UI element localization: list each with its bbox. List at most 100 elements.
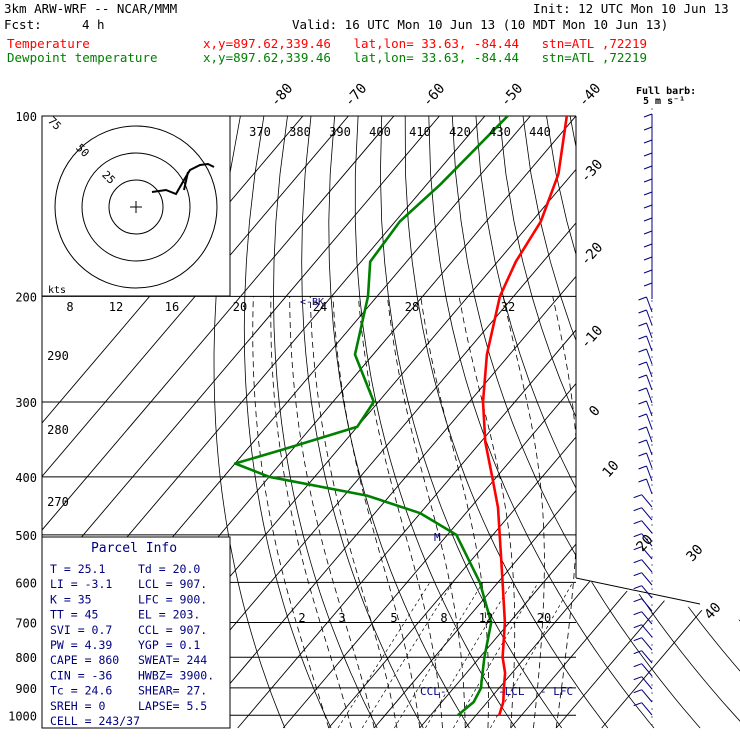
- parcel-info-value: LFC = 900.: [138, 592, 207, 606]
- wind-barb: [638, 387, 653, 404]
- parcel-info-value: CELL = 243/37: [50, 714, 140, 728]
- wind-barb: [633, 585, 653, 599]
- corner-edge: [575, 577, 701, 605]
- isotherm-label: 10: [599, 458, 622, 481]
- wind-barb: [633, 676, 653, 690]
- isotherm-label: -20: [578, 240, 607, 270]
- parcel-info-value: T = 25.1: [50, 562, 105, 576]
- pressure-label: 400: [15, 471, 37, 485]
- wind-barb: [633, 559, 653, 573]
- parcel-info-value: K = 35: [50, 592, 92, 606]
- legend-dewpoint-label: Dewpoint temperature: [7, 50, 158, 65]
- hodograph-speed-label: 16: [165, 300, 179, 314]
- wind-barb: [633, 650, 653, 664]
- isotherm-label: -50: [498, 81, 527, 111]
- hodograph-ring: [81, 152, 191, 262]
- hodograph-tick: [183, 171, 189, 191]
- dry-adiabat-line: [475, 116, 740, 729]
- lcl-label: -LCL: [498, 685, 525, 698]
- wind-barb: [633, 702, 653, 716]
- pressure-label: 800: [15, 651, 37, 665]
- storm-motion-marker: <-BK: [300, 297, 324, 308]
- pressure-label: 500: [15, 529, 37, 543]
- mixing-ratio-line: [394, 582, 484, 729]
- mixing-ratio-line: [361, 582, 454, 729]
- valid-time: Valid: 16 UTC Mon 10 Jun 13 (10 MDT Mon …: [292, 17, 669, 32]
- theta-label: 410: [409, 125, 431, 139]
- parcel-info-value: SVI = 0.7: [50, 623, 112, 637]
- pressure-label: 300: [15, 396, 37, 410]
- mixing-ratio-label: 8: [440, 611, 447, 625]
- wind-barb: [638, 309, 653, 326]
- legend-temperature-label: Temperature: [7, 36, 90, 51]
- parcel-info-value: SREH = 0: [50, 699, 105, 713]
- wind-barb: [633, 572, 653, 586]
- isotherm-label: 30: [683, 542, 706, 565]
- isotherm-line: [419, 116, 740, 729]
- barb-key: Full barb: 5 m s⁻¹: [636, 86, 696, 107]
- theta-e-label: 280: [47, 423, 69, 437]
- theta-label: 380: [289, 125, 311, 139]
- dry-adiabat-line: [593, 116, 740, 729]
- wind-barb: [638, 296, 653, 313]
- parcel-info-value: Tc = 24.6: [50, 684, 112, 698]
- isotherm-label: 40: [701, 600, 724, 623]
- dry-adiabat-line: [616, 116, 740, 729]
- parcel-info-value: LI = -3.1: [50, 577, 112, 591]
- parcel-info-value: YGP = 0.1: [138, 638, 200, 652]
- moist-adiabat-line: [502, 296, 545, 729]
- dry-adiabat-line: [243, 116, 332, 729]
- mixing-ratio-line: [453, 582, 539, 729]
- theta-label: 400: [369, 125, 391, 139]
- barb-key-value: 5 m s⁻¹: [643, 96, 685, 107]
- dry-adiabat-line: [328, 116, 470, 729]
- hodograph-speed-label: 12: [109, 300, 123, 314]
- theta-label: 420: [449, 125, 471, 139]
- temperature-profile: [481, 116, 569, 716]
- dry-adiabat-line: [569, 116, 740, 729]
- isotherm-line: [42, 116, 440, 729]
- dry-adiabat-line: [354, 116, 516, 729]
- wind-barb: [638, 413, 653, 430]
- dry-adiabat-line: [734, 116, 740, 729]
- hodograph-speed-label: 32: [501, 300, 515, 314]
- pressure-label: 1000: [8, 709, 37, 723]
- hodograph-speed-label: 8: [66, 300, 73, 314]
- moist-adiabat-line: [420, 296, 489, 728]
- dry-adiabat-line: [499, 116, 740, 729]
- parcel-info-value: CAPE = 860: [50, 653, 119, 667]
- wind-barb: [638, 348, 653, 365]
- dry-adiabat-line: [522, 116, 740, 729]
- isotherm-line: [42, 116, 395, 729]
- wind-barb: [638, 400, 653, 417]
- isotherm-label: -80: [268, 81, 297, 111]
- mixing-ratio-line: [337, 582, 431, 729]
- mixing-ratio-label: 12: [479, 611, 493, 625]
- wind-barb: [633, 598, 653, 612]
- theta-label: 430: [489, 125, 511, 139]
- hodograph-ring: [54, 125, 218, 289]
- wind-barb: [638, 374, 653, 391]
- dry-adiabat-line: [711, 116, 740, 729]
- isotherm-line: [464, 116, 740, 729]
- wind-barb: [633, 611, 653, 625]
- wind-barb: [633, 520, 653, 534]
- mixing-ratio-label: 20: [537, 611, 551, 625]
- wind-barb: [638, 478, 653, 495]
- wind-barb: [633, 533, 653, 547]
- dry-adiabat-line: [687, 116, 740, 729]
- hodograph-speed-label: 28: [405, 300, 419, 314]
- parcel-info-value: CCL = 907.: [138, 623, 207, 637]
- ccl-label: CCL-: [420, 685, 447, 698]
- dry-adiabat-line: [379, 116, 563, 729]
- wind-barb: [633, 546, 653, 560]
- parcel-info-frame: [41, 536, 231, 729]
- isotherm-line: [42, 116, 349, 729]
- dry-adiabat-line: [640, 116, 740, 729]
- moist-adiabat-line: [289, 296, 375, 729]
- lfc-label: - LFC: [540, 685, 573, 698]
- dewpoint-profile: [233, 116, 509, 717]
- isotherm-label: -30: [578, 157, 607, 187]
- moist-adiabat-line: [387, 296, 466, 728]
